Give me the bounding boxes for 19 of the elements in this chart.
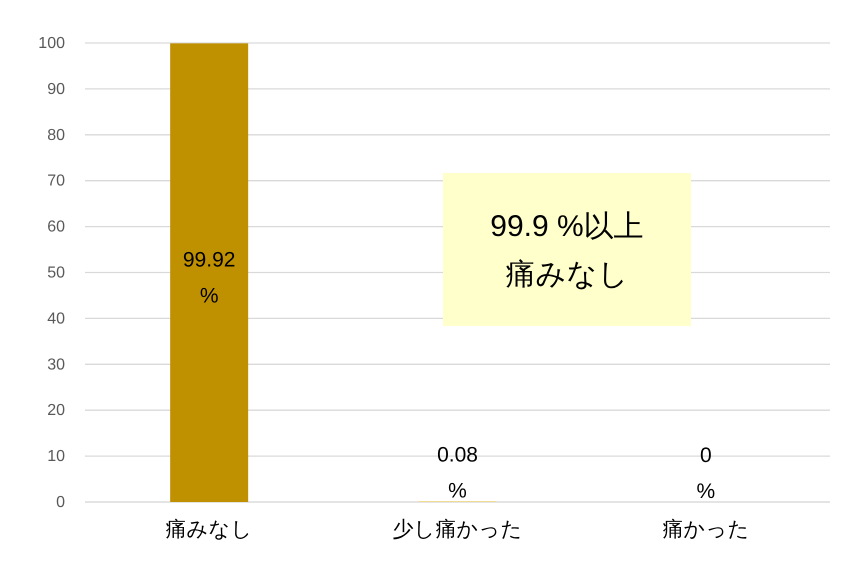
y-tick-label: 70	[47, 172, 66, 190]
y-tick-label: 80	[47, 126, 66, 144]
data-label: 0 %	[696, 444, 716, 503]
annotation: 痛みなし	[506, 258, 628, 291]
x-tick-label: 痛かった	[662, 518, 750, 541]
data-label: 0.08 %	[437, 444, 478, 503]
y-tick-label: 100	[38, 35, 66, 52]
y-tick-label: 60	[47, 218, 66, 236]
y-tick-label: 90	[47, 80, 66, 98]
y-tick-label: 20	[47, 402, 66, 420]
x-tick-label: 痛みなし	[166, 518, 253, 541]
x-tick-label: 少し痛かった	[392, 518, 522, 541]
y-tick-label: 40	[47, 310, 66, 328]
y-tick-label: 30	[47, 356, 66, 374]
y-tick-label: 50	[47, 264, 66, 282]
y-tick-label: 0	[56, 494, 66, 511]
annotation: 99.9 %以上	[490, 210, 644, 243]
y-tick-label: 10	[47, 448, 66, 466]
data-label: 99.92 %	[182, 248, 236, 308]
